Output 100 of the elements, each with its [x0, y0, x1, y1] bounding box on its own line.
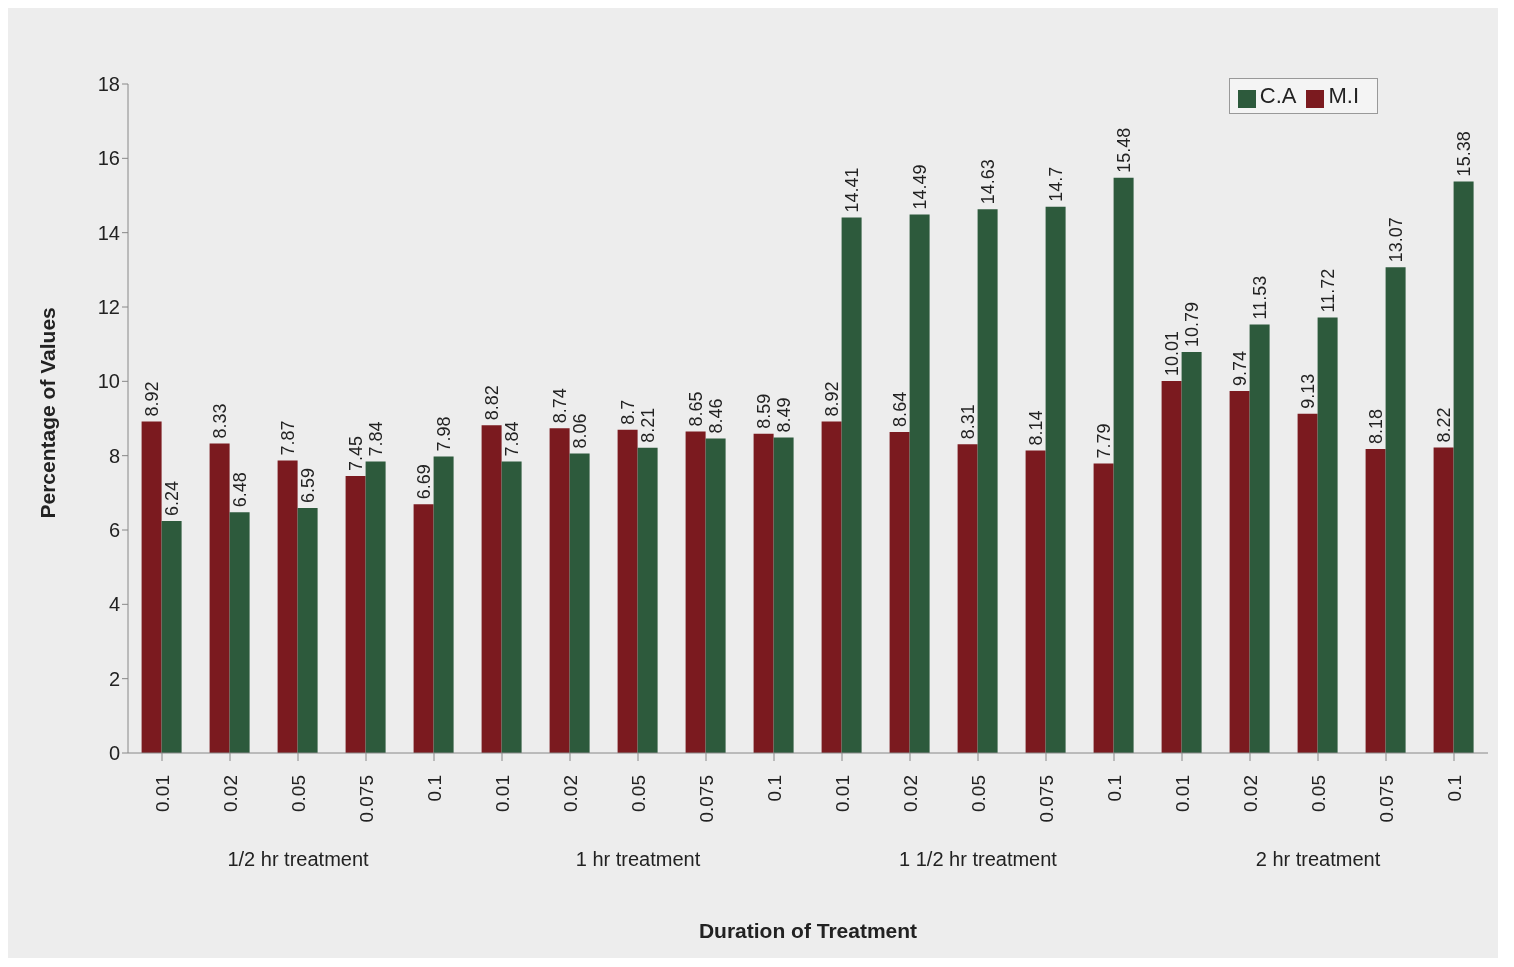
bar	[161, 521, 182, 753]
bar	[569, 453, 590, 753]
data-label: 6.24	[161, 481, 182, 517]
y-tick-label: 4	[108, 593, 120, 616]
data-label: 9.13	[1297, 373, 1318, 409]
bar	[1249, 324, 1270, 753]
data-label: 6.69	[413, 464, 434, 500]
bar	[433, 456, 454, 753]
data-label: 8.74	[549, 388, 570, 424]
data-label: 9.74	[1229, 350, 1250, 386]
bar	[1181, 351, 1202, 753]
bar	[1365, 448, 1386, 753]
x-tick-label: 0.01	[831, 775, 853, 812]
bar	[1025, 450, 1046, 753]
y-axis-title: Percentage of Values	[36, 307, 60, 519]
x-tick-label: 0.075	[1035, 775, 1057, 823]
data-label: 14.7	[1045, 166, 1066, 202]
data-label: 8.64	[889, 391, 910, 427]
data-label: 7.84	[501, 421, 522, 457]
x-tick-label: 0.1	[1103, 775, 1125, 802]
bar	[1385, 267, 1406, 753]
data-label: 11.72	[1317, 268, 1338, 313]
y-tick-label: 0	[108, 742, 120, 765]
data-label: 8.82	[481, 385, 502, 421]
x-tick-label: 0.01	[491, 775, 513, 812]
bar	[1113, 177, 1134, 753]
data-label: 7.45	[345, 436, 366, 472]
bar	[297, 508, 318, 753]
text: 1 hr treatment	[575, 848, 701, 870]
data-label: 8.06	[569, 413, 590, 449]
x-tick-label: 0.02	[899, 775, 921, 812]
x-tick-label: 0.02	[559, 775, 581, 812]
text: 1 1/2 hr treatment	[899, 848, 1058, 870]
x-tick-label: 0.075	[1375, 775, 1397, 823]
bar	[821, 421, 842, 753]
x-tick-label: 0.02	[1239, 775, 1261, 812]
bar	[841, 217, 862, 753]
y-tick-label: 2	[108, 667, 120, 690]
data-label: 8.7	[617, 399, 638, 425]
x-tick-label: 0.1	[763, 775, 785, 802]
data-label: 8.14	[1025, 410, 1046, 446]
data-label: 8.18	[1365, 408, 1386, 444]
y-tick-label: 6	[108, 519, 120, 542]
x-tick-label: 0.01	[1171, 775, 1193, 812]
legend-label: M.I	[1328, 83, 1359, 108]
data-label: 14.63	[977, 159, 998, 205]
y-tick-label: 8	[108, 444, 120, 467]
bar	[501, 461, 522, 753]
data-label: 15.48	[1113, 127, 1134, 173]
data-label: 7.98	[433, 416, 454, 452]
data-label: 10.79	[1181, 301, 1202, 347]
bar	[1161, 380, 1182, 753]
x-tick-label: 0.05	[967, 775, 989, 812]
y-tick-label: 12	[97, 296, 120, 319]
x-tick-label: 0.02	[219, 775, 241, 812]
bar	[277, 460, 298, 753]
x-tick-label: 0.1	[423, 775, 445, 802]
data-label: 7.84	[365, 421, 386, 457]
data-label: 8.59	[753, 393, 774, 429]
data-label: 8.31	[957, 404, 978, 440]
bar	[889, 431, 910, 753]
bar	[549, 428, 570, 753]
bar	[345, 476, 366, 753]
y-tick-label: 16	[97, 147, 120, 170]
bar	[229, 512, 250, 753]
data-label: 8.49	[773, 397, 794, 433]
bar	[1317, 317, 1338, 753]
bar	[637, 447, 658, 753]
x-tick-label: 0.05	[627, 775, 649, 812]
data-label: 8.92	[821, 381, 842, 417]
data-label: 14.41	[841, 167, 862, 213]
data-label: 6.59	[297, 468, 318, 504]
bar	[1229, 391, 1250, 753]
bar	[1297, 413, 1318, 753]
data-label: 14.49	[909, 164, 930, 210]
bar	[365, 461, 386, 753]
x-tick-label: 0.05	[287, 775, 309, 812]
data-label: 7.87	[277, 420, 298, 456]
x-tick-label: 0.05	[1307, 775, 1329, 812]
bar	[705, 438, 726, 753]
bar	[141, 421, 162, 753]
data-label: 11.53	[1249, 275, 1270, 320]
bar	[685, 431, 706, 753]
x-tick-label: 0.075	[695, 775, 717, 823]
data-label: 8.22	[1433, 407, 1454, 443]
bar	[481, 425, 502, 753]
data-label: 8.65	[685, 391, 706, 427]
data-label: 6.48	[229, 472, 250, 508]
x-tick-label: 0.075	[355, 775, 377, 823]
y-tick-label: 14	[97, 221, 120, 244]
bar	[617, 429, 638, 753]
data-label: 8.33	[209, 403, 230, 439]
bar	[1093, 463, 1114, 753]
bar	[977, 209, 998, 753]
x-tick-label: 0.01	[151, 775, 173, 812]
text: 1/2 hr treatment	[227, 848, 370, 870]
legend-label: C.A	[1259, 83, 1297, 108]
x-tick-label: 0.1	[1443, 775, 1465, 802]
bar	[209, 443, 230, 753]
data-label: 13.07	[1385, 217, 1406, 263]
